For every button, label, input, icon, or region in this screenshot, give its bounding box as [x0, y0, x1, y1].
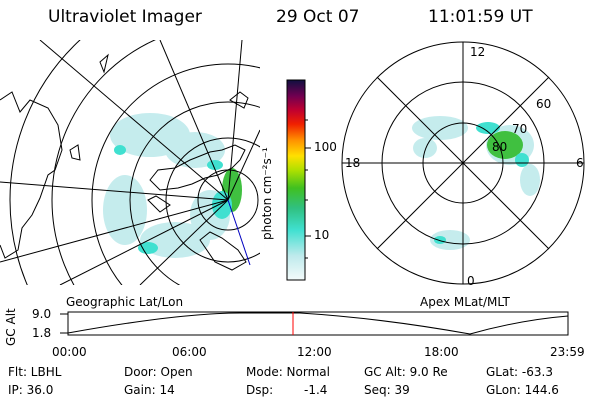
altitude-curve: [67, 312, 569, 335]
longitude-grid: [0, 40, 260, 285]
time-label: 11:01:59 UT: [428, 7, 533, 27]
status-gc-alt: GC Alt: 9.0 Re: [364, 365, 448, 379]
left-panel-label: Geographic Lat/Lon: [66, 295, 184, 309]
colorbar-tick-10: 10: [314, 228, 330, 242]
altitude-xtick-0000: 00:00: [52, 345, 87, 359]
colorbar-tick-100: 100: [314, 140, 337, 154]
altitude-xtick-2359: 23:59: [550, 345, 585, 359]
status-ip: IP: 36.0: [8, 383, 54, 397]
aurora-bright-right: [434, 122, 529, 244]
status-door: Door: Open: [124, 365, 193, 379]
altitude-ylabel: GC Alt: [4, 308, 18, 346]
right-panel-label: Apex MLat/MLT: [420, 295, 510, 309]
colorbar: [286, 79, 311, 281]
status-dsp-label: Dsp:: [246, 383, 274, 397]
polar-plot: [341, 41, 585, 285]
coastlines: [0, 53, 249, 271]
status-dsp-value: -1.4: [304, 383, 328, 397]
latitude-grid: [9, 40, 260, 285]
geographic-map: [0, 40, 260, 285]
altitude-ytick-9: 9.0: [32, 307, 52, 321]
altitude-ytick-1-8: 1.8: [32, 326, 52, 340]
mlat-label-80: 80: [492, 140, 508, 154]
mlt-label-6: 6: [576, 156, 584, 170]
status-glat: GLat: -63.3: [486, 365, 553, 379]
aurora-emission-right: [412, 116, 540, 250]
mlat-label-70: 70: [512, 122, 528, 136]
colorbar-ticks: [305, 119, 311, 259]
mlat-label-60: 60: [536, 97, 552, 111]
altitude-xtick-1800: 18:00: [424, 345, 459, 359]
colorbar-unit-label: photon cm⁻²s⁻¹: [260, 147, 274, 240]
status-glon: GLon: 144.6: [486, 383, 559, 397]
status-seq: Seq: 39: [364, 383, 410, 397]
status-mode: Mode: Normal: [246, 365, 330, 379]
status-gain: Gain: 14: [124, 383, 175, 397]
altitude-xtick-0600: 06:00: [172, 345, 207, 359]
mlt-label-0: 0: [467, 274, 475, 288]
mlt-label-12: 12: [470, 45, 486, 59]
altitude-plot: [60, 311, 569, 336]
status-filter: Flt: LBHL: [8, 365, 62, 379]
instrument-title: Ultraviolet Imager: [48, 7, 202, 27]
satellite-track: [227, 199, 251, 266]
mlt-label-18: 18: [345, 156, 361, 170]
date-label: 29 Oct 07: [276, 7, 360, 27]
altitude-xtick-1200: 12:00: [297, 345, 332, 359]
